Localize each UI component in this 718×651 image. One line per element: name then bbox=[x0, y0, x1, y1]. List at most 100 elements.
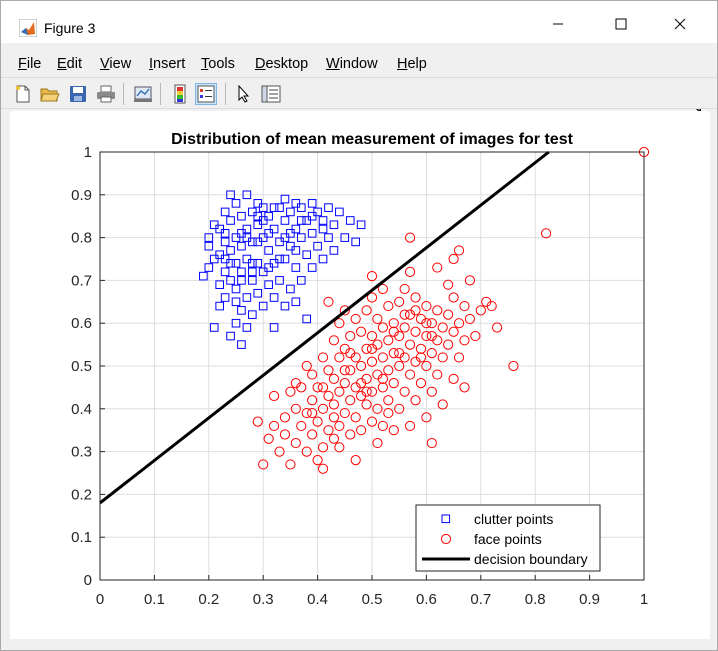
clutter-point bbox=[264, 263, 273, 272]
close-icon bbox=[674, 18, 686, 30]
legend-button[interactable] bbox=[195, 83, 217, 105]
face-point bbox=[399, 322, 410, 333]
clutter-point bbox=[264, 280, 273, 289]
clutter-point bbox=[204, 263, 214, 272]
face-point bbox=[394, 296, 405, 307]
menu-insert[interactable]: Insert bbox=[149, 56, 186, 72]
face-point bbox=[394, 403, 405, 414]
face-point bbox=[377, 352, 388, 363]
face-point bbox=[464, 275, 476, 286]
save-button[interactable] bbox=[67, 83, 89, 105]
face-point bbox=[366, 356, 378, 367]
face-point bbox=[317, 442, 329, 453]
face-point bbox=[437, 352, 448, 363]
clutter-point bbox=[269, 203, 279, 212]
legend-face-label: face points bbox=[474, 531, 542, 547]
clutter-point bbox=[296, 216, 306, 225]
clutter-point bbox=[253, 211, 263, 221]
edit-plot-button[interactable] bbox=[233, 83, 255, 105]
face-point bbox=[383, 407, 394, 419]
scatter-plot[interactable]: 0 0.1 0.2 0.3 0.4 0.5 0.6 0.7 0.8 0.9 1 0 0.1 0.2 0.3 0… bbox=[10, 111, 710, 639]
face-point bbox=[437, 399, 448, 410]
menu-help[interactable]: Help bbox=[397, 56, 427, 72]
face-point bbox=[345, 429, 356, 440]
close-button[interactable] bbox=[657, 9, 703, 39]
maximize-button[interactable] bbox=[598, 9, 644, 39]
colorbar-icon bbox=[174, 84, 186, 104]
face-point bbox=[448, 292, 459, 303]
y-tick-label: 0.2 bbox=[71, 486, 92, 503]
x-tick-label: 0.6 bbox=[416, 591, 437, 608]
face-point bbox=[426, 330, 437, 342]
figure-canvas[interactable]: 0 0.1 0.2 0.3 0.4 0.5 0.6 0.7 0.8 0.9 1 0 0.1 0.2 0.3 0… bbox=[10, 111, 710, 639]
title-bar[interactable]: Figure 3 bbox=[1, 1, 717, 43]
clutter-point bbox=[242, 293, 252, 302]
face-point bbox=[421, 300, 432, 312]
face-point bbox=[296, 420, 307, 432]
face-point bbox=[301, 407, 312, 419]
face-point bbox=[301, 446, 312, 457]
clutter-point bbox=[253, 258, 263, 268]
face-point bbox=[426, 318, 437, 329]
face-point bbox=[377, 382, 388, 393]
open-file-button[interactable] bbox=[39, 83, 61, 105]
face-point bbox=[307, 369, 318, 380]
face-point bbox=[404, 232, 416, 243]
clutter-point bbox=[329, 220, 339, 230]
clutter-point bbox=[280, 301, 290, 311]
print-button[interactable] bbox=[95, 83, 117, 105]
face-point bbox=[317, 463, 329, 474]
property-inspector-button[interactable] bbox=[260, 83, 282, 105]
y-tick-label: 0.4 bbox=[71, 401, 92, 418]
face-point bbox=[317, 352, 329, 363]
clutter-point bbox=[335, 207, 344, 217]
clutter-point bbox=[215, 301, 224, 311]
y-tick-label: 0.7 bbox=[71, 272, 92, 289]
face-point bbox=[345, 365, 356, 376]
face-point bbox=[312, 416, 323, 427]
face-point bbox=[410, 395, 421, 406]
face-point bbox=[404, 266, 416, 277]
face-point bbox=[421, 412, 432, 423]
link-plot-button[interactable] bbox=[132, 83, 154, 105]
clutter-point bbox=[231, 284, 241, 294]
menu-desktop[interactable]: Desktop bbox=[255, 56, 309, 72]
face-point bbox=[426, 386, 437, 397]
legend-clutter-marker bbox=[441, 514, 451, 524]
face-point bbox=[307, 395, 318, 406]
face-point bbox=[410, 326, 421, 337]
minimize-button[interactable] bbox=[535, 9, 581, 39]
face-point bbox=[415, 343, 427, 354]
face-point bbox=[339, 365, 350, 376]
face-point bbox=[356, 360, 367, 372]
y-tick-label: 0.8 bbox=[71, 230, 92, 247]
clutter-point bbox=[307, 199, 317, 208]
face-point bbox=[350, 455, 361, 466]
face-point bbox=[279, 429, 291, 440]
clutter-point bbox=[286, 207, 295, 217]
menu-view[interactable]: View bbox=[100, 56, 132, 72]
face-point bbox=[252, 416, 263, 427]
menu-window[interactable]: Window bbox=[326, 56, 378, 72]
face-point bbox=[285, 386, 296, 397]
menu-tools[interactable]: Tools bbox=[201, 56, 235, 72]
new-figure-icon bbox=[16, 85, 30, 103]
clutter-point bbox=[248, 267, 257, 277]
x-tick-label: 1 bbox=[640, 591, 648, 608]
menu-file[interactable]: File bbox=[18, 56, 42, 72]
face-point bbox=[323, 425, 334, 436]
face-point bbox=[377, 420, 388, 432]
face-point bbox=[361, 305, 372, 316]
clutter-point bbox=[324, 203, 333, 212]
clutter-point bbox=[220, 254, 230, 264]
clutter-point bbox=[296, 203, 306, 212]
clutter-point bbox=[215, 280, 224, 289]
colorbar-button[interactable] bbox=[169, 83, 191, 105]
new-figure-button[interactable] bbox=[12, 83, 34, 105]
face-point bbox=[437, 322, 448, 333]
face-point bbox=[421, 360, 432, 372]
window-title: Figure 3 bbox=[44, 20, 96, 36]
face-point bbox=[394, 360, 405, 372]
clutter-point bbox=[237, 211, 246, 221]
menu-edit[interactable]: Edit bbox=[57, 56, 82, 72]
